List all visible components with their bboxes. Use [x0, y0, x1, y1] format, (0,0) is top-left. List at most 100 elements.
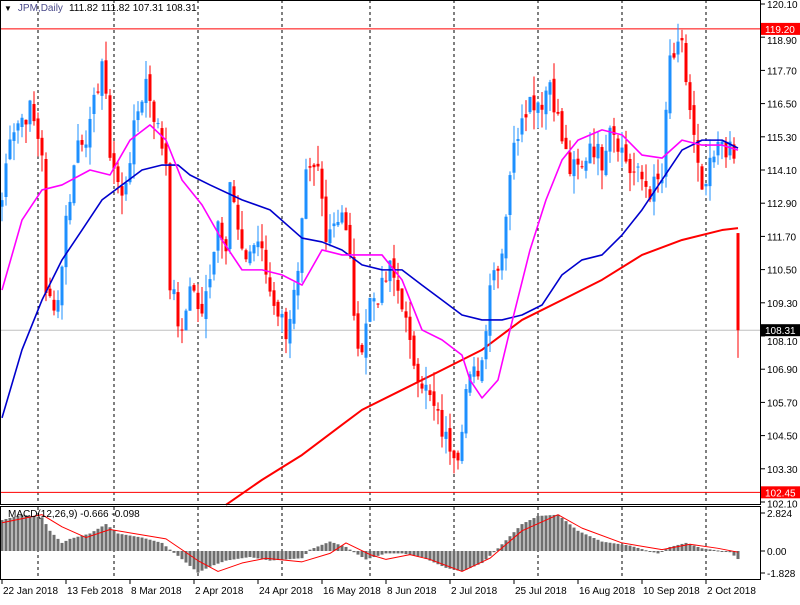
macd-histogram-bar — [564, 521, 568, 551]
dropdown-triangle-icon[interactable]: ▼ — [4, 4, 12, 13]
candle-body — [340, 212, 344, 223]
candle-body — [640, 171, 644, 180]
macd-histogram-bar — [556, 514, 560, 551]
macd-histogram-bar — [16, 515, 20, 551]
macd-histogram-bar — [528, 520, 532, 551]
candle-body — [560, 111, 564, 142]
date-tick-label: 22 Jan 2018 — [3, 586, 58, 597]
candle-body — [732, 144, 736, 159]
macd-histogram-bar — [256, 551, 260, 559]
candle-body — [444, 431, 448, 439]
macd-histogram-bar — [404, 551, 408, 555]
candle-body — [264, 249, 268, 275]
candle-body — [656, 173, 660, 180]
candle-body — [716, 141, 720, 156]
macd-histogram-bar — [724, 551, 728, 552]
macd-histogram-bar — [580, 532, 584, 551]
macd-panel — [0, 514, 740, 573]
candle-body — [20, 117, 24, 127]
macd-histogram-bar — [508, 536, 512, 551]
candle-body — [724, 141, 728, 158]
macd-histogram-bar — [696, 546, 700, 551]
candle-body — [384, 280, 388, 282]
macd-histogram-bar — [32, 516, 36, 551]
candle-body — [472, 366, 476, 377]
candle-body — [44, 159, 48, 294]
candle-body — [56, 300, 60, 312]
candle-body — [156, 123, 160, 125]
macd-histogram-bar — [476, 551, 480, 565]
candle-body — [652, 176, 656, 202]
macd-histogram-bar — [388, 551, 392, 554]
macd-histogram-bar — [176, 551, 180, 556]
macd-histogram-bar — [172, 551, 176, 553]
macd-histogram-bar — [72, 537, 76, 551]
candle-body — [160, 128, 164, 149]
candle-body — [508, 175, 512, 215]
macd-histogram-bar — [164, 546, 168, 551]
macd-histogram-bar — [624, 545, 628, 551]
macd-histogram-bar — [636, 547, 640, 551]
macd-histogram-bar — [484, 551, 488, 560]
macd-histogram-bar — [536, 516, 540, 551]
macd-histogram-bar — [660, 551, 664, 552]
candle-body — [184, 310, 188, 331]
macd-histogram-bar — [200, 551, 204, 571]
price-axis[interactable]: 120.10 118.90 117.70 116.50 115.30 114.10 112.… — [761, 0, 800, 580]
macd-histogram-bar — [616, 543, 620, 551]
candle-body — [692, 105, 696, 135]
macd-histogram-bar — [596, 539, 600, 551]
macd-histogram-bar — [656, 551, 660, 554]
macd-histogram-bar — [436, 551, 440, 565]
price-label-current — [761, 324, 800, 337]
candle-body — [280, 313, 284, 318]
chart-header: ▼ JPM,Daily 111.82 111.82 107.31 108.31 — [4, 3, 197, 14]
candle-body — [308, 166, 312, 168]
date-tick-label: 10 Sep 2018 — [643, 586, 700, 597]
candle-body — [496, 268, 500, 271]
price-tick-label: 116.50 — [767, 100, 797, 111]
candle-body — [196, 292, 200, 310]
macd-histogram-bar — [108, 527, 112, 551]
macd-histogram-bar — [552, 514, 556, 551]
candle-body — [580, 166, 584, 168]
macd-histogram-bar — [372, 551, 376, 558]
candle-body — [92, 94, 96, 114]
macd-histogram-bar — [140, 537, 144, 551]
candle-body — [396, 279, 400, 291]
date-tick-label: 2 Jul 2018 — [451, 586, 498, 597]
macd-histogram-bar — [132, 536, 136, 551]
candle-body — [436, 409, 440, 411]
candle-body — [468, 374, 472, 393]
symbol-label: JPM,Daily — [17, 3, 63, 14]
candle-body — [408, 316, 412, 340]
candle-body — [140, 101, 144, 113]
macd-histogram-bar — [180, 551, 184, 560]
candle-body — [720, 141, 724, 145]
macd-histogram-bar — [276, 551, 280, 561]
macd-histogram-bar — [708, 549, 712, 551]
macd-histogram-bar — [20, 514, 24, 551]
date-tick-label: 24 Apr 2018 — [259, 586, 313, 597]
macd-histogram-bar — [496, 548, 500, 551]
macd-histogram-bar — [40, 517, 44, 551]
date-axis[interactable]: 22 Jan 2018 13 Feb 2018 8 Mar 2018 2 Apr 20… — [1, 580, 756, 597]
candle-body — [288, 318, 292, 344]
macd-histogram-bar — [480, 551, 484, 564]
macd-histogram-bar — [52, 534, 56, 551]
candle-body — [76, 140, 80, 163]
candle-body — [336, 221, 340, 226]
macd-histogram-bar — [128, 535, 132, 551]
macd-histogram-bar — [324, 543, 328, 551]
candle-body — [636, 166, 640, 168]
moving-averages — [1, 124, 739, 419]
candle-body — [256, 241, 260, 248]
candle-body — [524, 114, 528, 118]
candle-body — [164, 143, 168, 164]
candle-body — [624, 144, 628, 162]
candle-body — [148, 74, 152, 101]
macd-histogram-bar — [84, 534, 88, 551]
candle-body — [68, 201, 72, 221]
